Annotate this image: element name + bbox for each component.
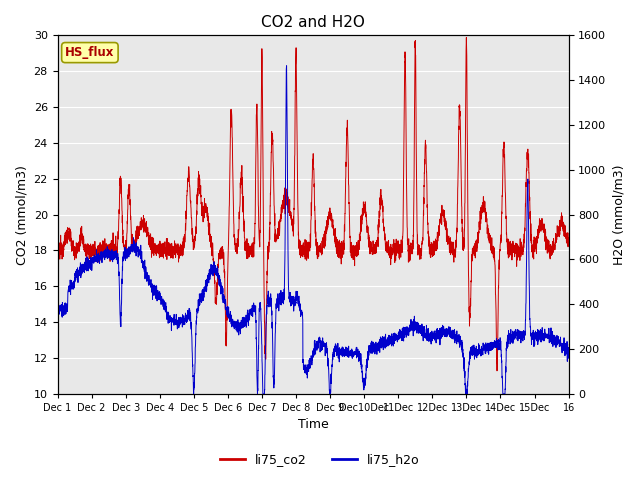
li75_co2 [372,251,380,256]
li75_co2 [493,368,501,374]
li75_co2 [463,35,470,40]
Legend: li75_co2, li75_h2o: li75_co2, li75_h2o [215,448,425,471]
li75_co2 [363,217,371,223]
li75_co2 [196,185,204,191]
X-axis label: Time: Time [298,419,328,432]
li75_h2o [363,357,371,363]
li75_co2 [163,251,171,256]
li75_h2o [372,345,380,350]
li75_h2o [283,63,291,69]
li75_co2 [564,240,572,245]
li75_h2o [163,309,171,315]
Line: li75_co2: li75_co2 [58,37,568,371]
li75_co2 [564,235,572,240]
li75_h2o [189,391,197,396]
li75_h2o [196,298,204,303]
Y-axis label: CO2 (mmol/m3): CO2 (mmol/m3) [15,165,28,264]
Text: HS_flux: HS_flux [65,46,115,59]
Title: CO2 and H2O: CO2 and H2O [261,15,365,30]
li75_h2o [516,332,524,338]
li75_h2o [564,348,572,354]
li75_co2 [54,249,61,254]
Line: li75_h2o: li75_h2o [58,66,568,394]
li75_h2o [564,354,572,360]
li75_co2 [516,249,524,254]
li75_h2o [54,295,61,300]
Y-axis label: H2O (mmol/m3): H2O (mmol/m3) [612,164,625,265]
